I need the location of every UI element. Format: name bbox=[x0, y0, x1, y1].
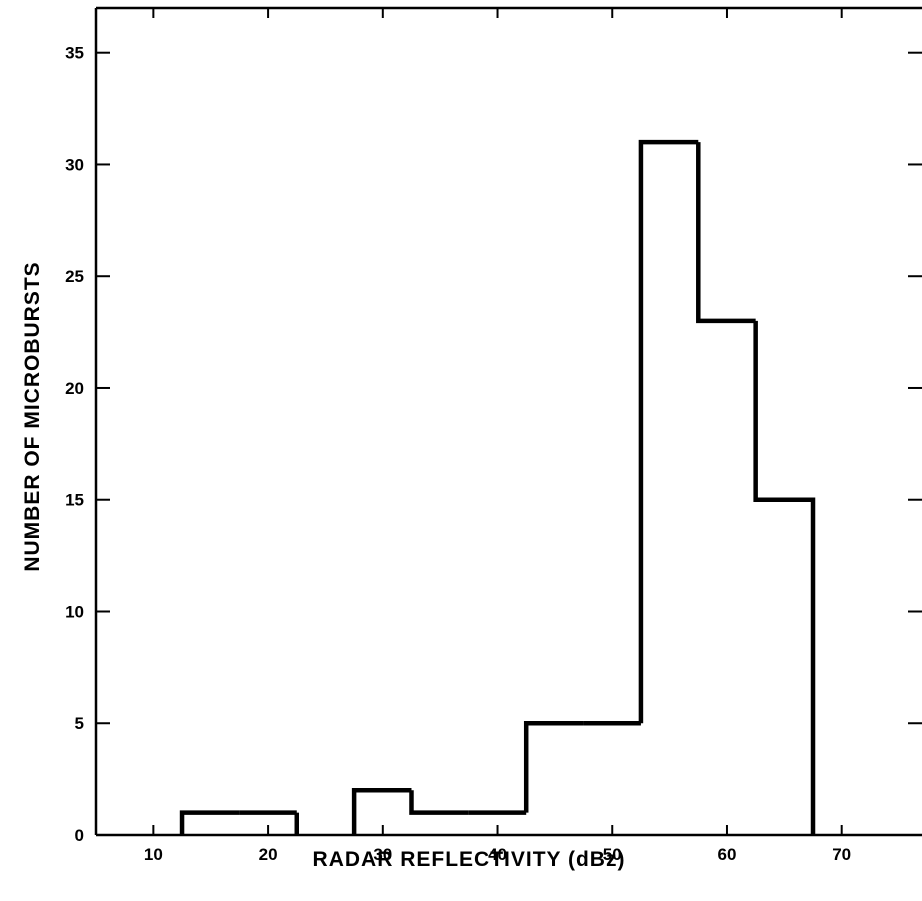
y-tick-label: 20 bbox=[65, 379, 84, 398]
histogram-bin bbox=[753, 320, 816, 835]
histogram-bin bbox=[179, 810, 240, 835]
histogram-bin bbox=[523, 720, 584, 813]
histogram-bin bbox=[696, 142, 756, 324]
histogram-bin bbox=[409, 790, 469, 815]
y-tick-label: 35 bbox=[65, 44, 84, 63]
y-tick-label: 30 bbox=[65, 155, 84, 174]
y-axis-title: NUMBER OF MICROBURSTS bbox=[21, 261, 44, 571]
histogram-bin bbox=[638, 139, 699, 724]
y-tick-label: 15 bbox=[65, 491, 84, 510]
histogram-bin bbox=[351, 788, 412, 835]
x-tick-label: 50 bbox=[603, 845, 622, 864]
histogram-bars bbox=[179, 139, 816, 835]
y-tick-label: 5 bbox=[75, 714, 84, 733]
x-axis-title: RADAR REFLECTIVITY (dBz) bbox=[313, 848, 626, 871]
x-tick-label: 70 bbox=[832, 845, 851, 864]
plot-frame bbox=[94, 6, 922, 837]
x-axis-ticks: 10 20 30 40 50 60 70 bbox=[144, 8, 851, 864]
y-tick-label: 25 bbox=[65, 267, 84, 286]
x-tick-label: 60 bbox=[718, 845, 737, 864]
x-tick-label: 30 bbox=[373, 845, 392, 864]
y-axis-ticks: 0 5 10 15 20 25 30 35 bbox=[65, 44, 922, 845]
y-tick-label: 10 bbox=[65, 602, 84, 621]
x-tick-label: 20 bbox=[259, 845, 278, 864]
y-tick-label: 0 bbox=[75, 826, 84, 845]
x-tick-label: 40 bbox=[488, 845, 507, 864]
x-tick-label: 10 bbox=[144, 845, 163, 864]
